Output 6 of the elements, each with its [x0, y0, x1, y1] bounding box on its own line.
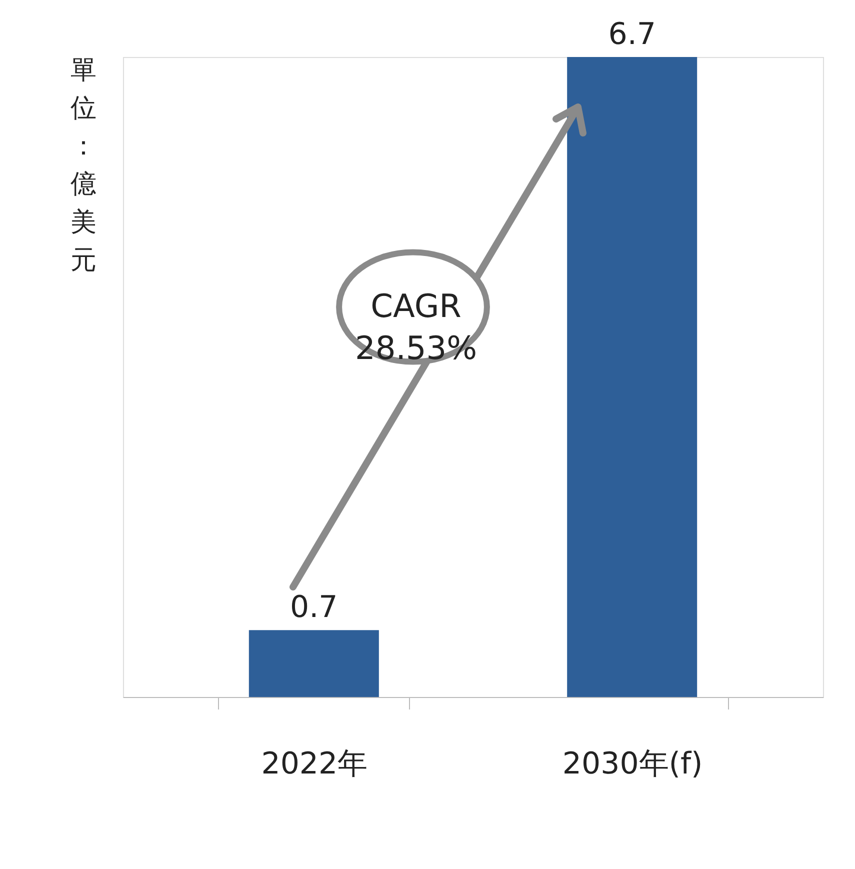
data-label: 6.7	[608, 17, 656, 52]
annotation: CAGR 28.53%	[354, 287, 478, 367]
data-label: 0.7	[290, 590, 338, 626]
y-axis-title: 單位：億美元	[70, 56, 96, 276]
x-tick-label: 2022年	[261, 746, 368, 782]
x-tick-label: 2030年(f)	[562, 746, 703, 782]
